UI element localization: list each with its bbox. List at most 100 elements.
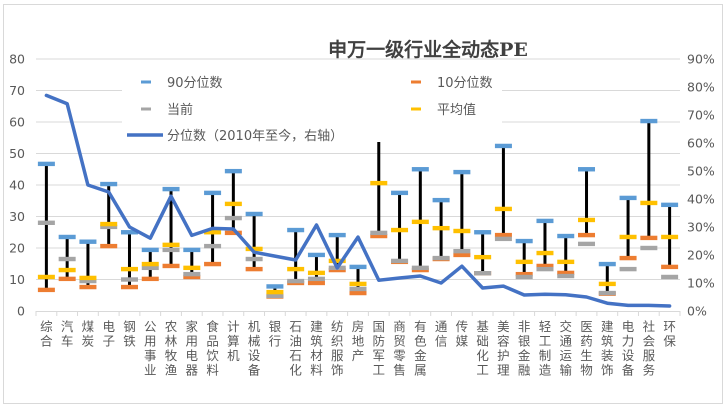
current-marker <box>79 278 97 284</box>
y-tick-label: 40 <box>9 178 25 193</box>
p10-marker <box>578 232 596 238</box>
x-tick-label: 医药生物 <box>580 319 593 378</box>
average-marker <box>432 225 450 231</box>
y-tick-label: 50 <box>9 146 25 161</box>
y2-tick-label: 90% <box>687 52 715 67</box>
average-marker <box>287 266 305 272</box>
average-marker <box>183 265 201 271</box>
current-marker <box>224 215 242 221</box>
x-tick-label: 非银金融 <box>518 319 531 378</box>
legend-label: 90分位数 <box>167 76 223 91</box>
y-tick-label: 60 <box>9 115 25 130</box>
p90-marker <box>640 118 658 124</box>
current-marker <box>640 245 658 251</box>
x-tick-label: 电力设备 <box>622 319 635 378</box>
current-marker <box>432 255 450 261</box>
p90-marker <box>287 227 305 233</box>
p10-marker <box>536 263 554 269</box>
p90-marker <box>266 284 284 289</box>
average-marker <box>245 246 263 252</box>
x-tick-label: 汽车 <box>61 319 74 349</box>
p90-marker <box>391 190 409 196</box>
p90-marker <box>598 261 616 267</box>
p10-marker <box>661 264 679 270</box>
average-marker <box>224 201 242 207</box>
p90-marker <box>536 218 554 224</box>
p90-marker <box>494 143 512 149</box>
average-marker <box>162 242 180 248</box>
average-marker <box>411 219 429 225</box>
current-marker <box>515 274 533 280</box>
p10-marker <box>204 261 222 267</box>
y-tick-label: 70 <box>9 83 25 98</box>
y2-tick-label: 0% <box>687 304 707 319</box>
p90-marker <box>619 195 637 201</box>
average-marker <box>453 228 471 234</box>
current-marker <box>391 258 409 264</box>
p10-marker <box>640 235 658 241</box>
y-tick-label: 10 <box>9 272 25 287</box>
current-marker <box>183 271 201 277</box>
x-tick-label: 环保 <box>663 319 676 349</box>
p90-marker <box>578 167 596 172</box>
legend-label: 平均值 <box>437 102 476 118</box>
current-marker <box>287 278 305 284</box>
current-marker <box>307 276 325 282</box>
x-tick-label: 社会服务 <box>643 319 656 378</box>
average-marker <box>557 259 575 265</box>
average-marker <box>266 289 284 295</box>
x-tick-label: 通信 <box>435 319 448 349</box>
y2-tick-label: 70% <box>687 108 715 123</box>
p90-marker <box>183 247 201 253</box>
p10-marker <box>224 230 242 236</box>
average-marker <box>204 230 222 235</box>
legend-swatch <box>411 80 421 84</box>
x-axis: 综合汽车煤炭电子钢铁公用事业农林牧渔家用电器食品饮料计算机机械设备银行石油石化建… <box>35 311 681 378</box>
average-marker <box>640 200 658 206</box>
current-marker <box>120 277 138 282</box>
x-tick-label: 纺织服饰 <box>331 319 344 378</box>
x-tick-label: 国防军工 <box>373 319 386 378</box>
p10-marker <box>183 274 201 280</box>
current-marker <box>557 273 575 279</box>
p90-marker <box>120 230 138 235</box>
p90-marker <box>162 186 180 192</box>
p10-marker <box>245 266 263 272</box>
x-tick-label: 家用电器 <box>186 319 199 378</box>
average-marker <box>349 281 367 287</box>
p90-marker <box>349 264 367 270</box>
x-tick-label: 机械设备 <box>248 319 261 378</box>
p90-marker <box>58 234 76 240</box>
p10-marker <box>79 284 97 290</box>
p90-marker <box>432 197 450 203</box>
p10-marker <box>37 287 55 293</box>
x-tick-label: 传媒 <box>456 319 469 349</box>
p90-marker <box>515 238 533 244</box>
legend-label: 当前 <box>167 102 193 118</box>
x-tick-label: 石油石化 <box>289 319 302 378</box>
x-tick-label: 农林牧渔 <box>165 319 178 378</box>
average-marker <box>58 267 76 273</box>
legend-swatch <box>141 107 151 111</box>
p10-marker <box>120 284 138 290</box>
x-tick-label: 交通运输 <box>559 319 572 378</box>
p90-marker <box>100 181 118 187</box>
average-marker <box>494 206 512 212</box>
current-marker <box>100 224 118 230</box>
percentile-line <box>44 93 672 308</box>
legend-label: 分位数（2010年至今，右轴） <box>167 128 343 144</box>
percentile-line-group <box>44 93 672 308</box>
right-axis: 0% 10% 20% 30% 40% 50% 60% 70% 80% 90% <box>687 52 715 319</box>
markers <box>37 112 679 299</box>
current-marker <box>474 271 492 276</box>
legend-label: 10分位数 <box>437 76 493 91</box>
average-marker <box>37 274 55 280</box>
p90-marker <box>661 202 679 208</box>
high-low-lines <box>44 115 672 297</box>
current-marker <box>162 247 180 253</box>
p10-marker <box>349 290 367 296</box>
x-tick-label: 银行 <box>269 319 282 349</box>
p10-marker <box>162 263 180 269</box>
x-tick-label: 电子 <box>102 319 115 349</box>
x-tick-label: 商贸零售 <box>393 319 406 378</box>
